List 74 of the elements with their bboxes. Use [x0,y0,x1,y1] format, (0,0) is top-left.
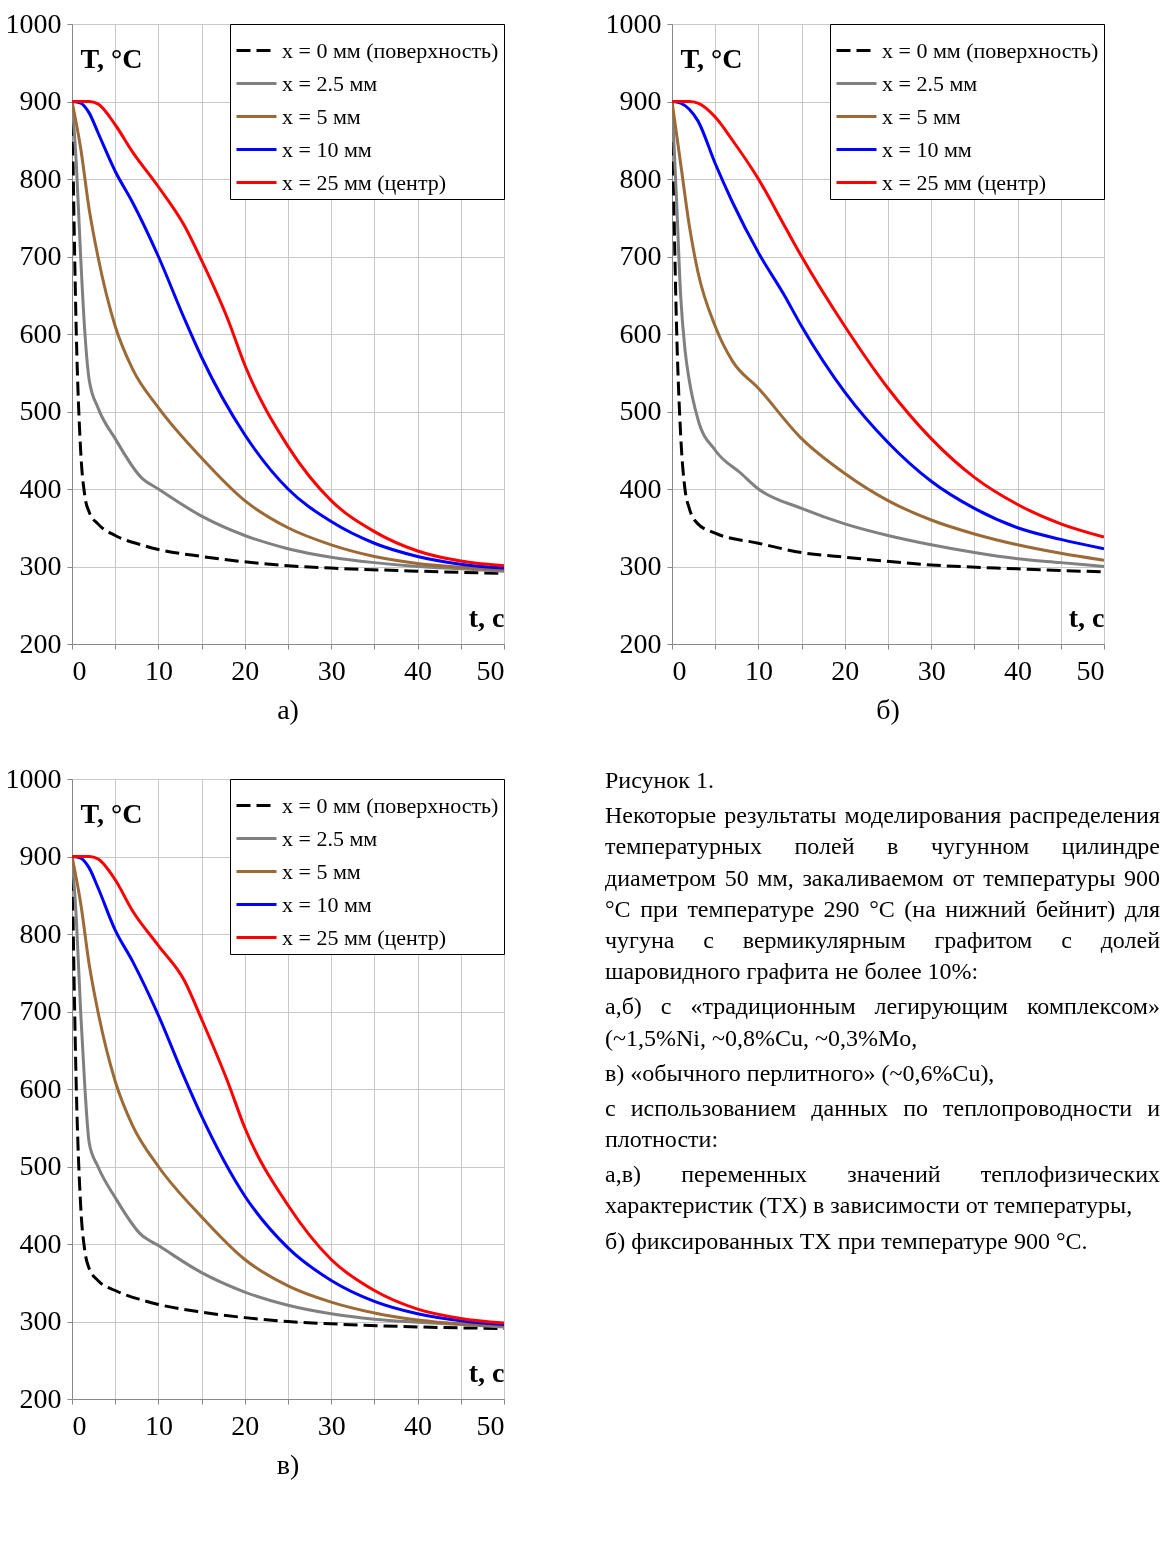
y-tick-label: 1000 [5,7,62,39]
legend-label: x = 0 мм (поверхность) [282,37,499,63]
y-axis-title: T, °C [680,42,743,74]
x-axis-title: t, с [1068,601,1105,633]
x-tick-label: 0 [72,1409,87,1441]
y-tick-label: 1000 [5,762,62,794]
legend-label: x = 2.5 мм [282,70,378,96]
y-tick-label: 200 [19,627,62,659]
x-tick-label: 40 [404,654,433,686]
y-tick-label: 800 [619,162,662,194]
x-tick-label: 30 [917,654,946,686]
y-tick-label: 900 [19,840,62,871]
y-tick-label: 500 [19,395,62,426]
y-tick-label: 300 [19,1305,62,1336]
y-tick-label: 600 [19,1072,62,1104]
text: Рисунок 1. [605,766,716,795]
x-tick-label: 10 [744,654,773,686]
legend-label: x = 2.5 мм [882,70,978,96]
x-axis-title: t, с [468,601,505,633]
legend-label: x = 25 мм (центр) [282,924,447,950]
text: б) [876,694,900,725]
y-axis-title: T, °C [80,42,143,74]
y-tick-label: 500 [619,395,662,426]
legend-label: x = 25 мм (центр) [282,169,447,195]
x-tick-label: 20 [231,1409,260,1441]
y-tick-label: 800 [19,917,62,949]
x-tick-label: 0 [672,654,687,686]
y-tick-label: 300 [619,550,662,581]
x-tick-label: 50 [1076,654,1105,686]
y-tick-label: 500 [19,1150,62,1181]
x-tick-label: 50 [476,1409,505,1441]
text: а) [277,694,299,725]
x-tick-label: 20 [231,654,260,686]
legend-label: x = 10 мм [882,136,972,162]
text: с использованием данных по теплопроводности и плотности: [605,1093,1160,1155]
x-tick-label: 50 [476,654,505,686]
x-tick-label: 0 [72,654,87,686]
y-tick-label: 200 [19,1382,62,1414]
text: в) [276,1449,300,1480]
y-tick-label: 900 [619,85,662,116]
x-tick-label: 30 [317,1409,346,1441]
y-tick-label: 800 [19,162,62,194]
y-tick-label: 700 [619,240,662,271]
x-tick-label: 30 [317,654,346,686]
y-axis-title: T, °C [80,797,143,829]
legend-label: x = 5 мм [882,103,961,129]
text: в) «обычного перлитного» (~0,6%Cu), [605,1058,996,1088]
text: б) фиксированных ТХ при температуре 900 °С. [605,1226,1089,1256]
legend-label: x = 10 мм [282,891,372,917]
legend-label: x = 10 мм [282,136,372,162]
x-tick-label: 40 [404,1409,433,1441]
y-tick-label: 700 [19,995,62,1026]
y-tick-label: 700 [19,240,62,271]
legend-label: x = 0 мм (поверхность) [882,37,1099,63]
legend-label: x = 0 мм (поверхность) [282,792,499,818]
x-tick-label: 10 [144,1409,173,1441]
legend-label: x = 5 мм [282,858,361,884]
y-tick-label: 200 [619,627,662,659]
legend-label: x = 2.5 мм [282,825,378,851]
x-tick-label: 40 [1004,654,1033,686]
y-tick-label: 600 [619,317,662,349]
x-axis-title: t, с [468,1356,505,1388]
y-tick-label: 400 [19,472,62,504]
y-tick-label: 900 [19,85,62,116]
y-tick-label: 300 [19,550,62,581]
y-tick-label: 400 [619,472,662,504]
y-tick-label: 400 [19,1227,62,1259]
x-tick-label: 20 [831,654,860,686]
text: Некоторые результаты моделирования распределения температурных полей в чугунном цилиндре диаметром 50 мм, закаливаемом от температуры 900 °С при температуре 290 °С (на нижний бейнит) для чугуна с вермикулярным графитом с долей шаровидного графита не более 10%: [605,801,1160,987]
legend-label: x = 5 мм [282,103,361,129]
legend-label: x = 25 мм (центр) [882,169,1047,195]
y-tick-label: 600 [19,317,62,349]
x-tick-label: 10 [144,654,173,686]
y-tick-label: 1000 [605,7,662,39]
